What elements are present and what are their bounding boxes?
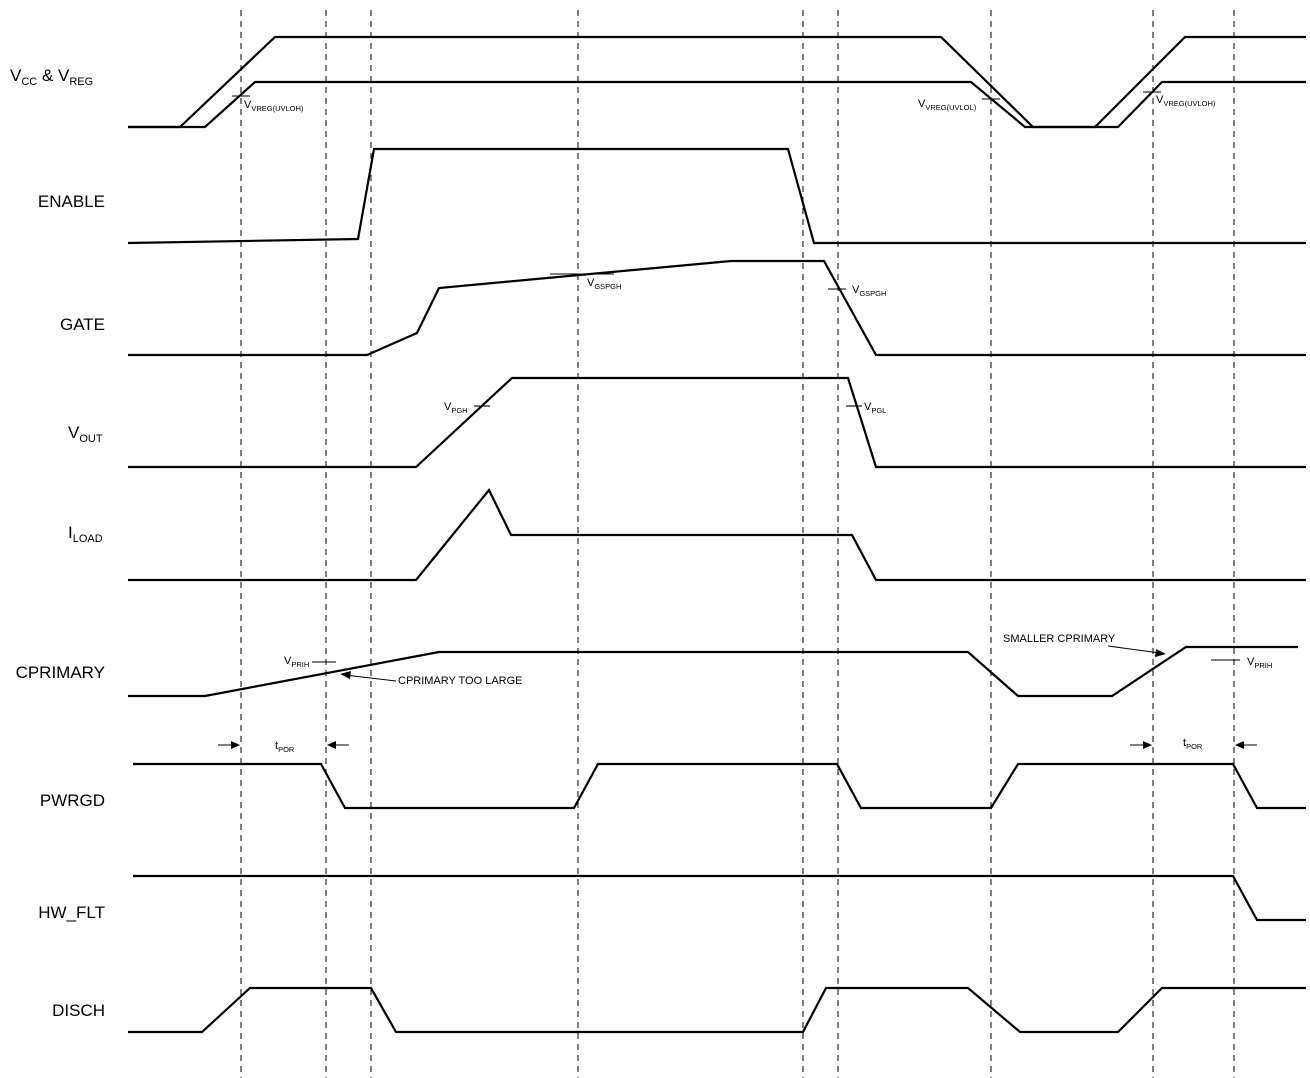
- annotation-vgspgh-1: VGSPGH: [587, 277, 621, 291]
- annotation-vreg-uvloh-2: VVREG(UVLOH): [1156, 94, 1216, 108]
- annotation-vreg-uvloh-1: VVREG(UVLOH): [244, 99, 304, 113]
- annotation-vreg-uvlol: VVREG(UVLOL): [918, 98, 977, 112]
- event-markers: [240, 10, 1235, 1078]
- label-iload: ILOAD: [68, 523, 103, 545]
- arrows: [218, 645, 1257, 749]
- arrowhead: [1235, 741, 1244, 749]
- label-vcc-vreg: VCC & VREG: [10, 66, 93, 88]
- waveform-gate: [128, 259, 1306, 357]
- arrowhead: [340, 671, 351, 679]
- arrowhead: [1155, 649, 1166, 657]
- annotation-vpgh: VPGH: [444, 401, 468, 415]
- waveforms: [127, 35, 1306, 1034]
- waveform-hwflt: [133, 874, 1306, 922]
- annotation-cprimary-too-large: CPRIMARY TOO LARGE: [398, 675, 523, 687]
- label-enable: ENABLE: [38, 192, 105, 211]
- annotation-tpor-2: tPOR: [1183, 737, 1203, 751]
- annotations: VVREG(UVLOH) VVREG(UVLOL) VVREG(UVLOH) V…: [244, 94, 1272, 754]
- label-hwflt: HW_FLT: [38, 903, 105, 922]
- threshold-ticks: [232, 91, 1240, 663]
- waveform-vreg: [128, 80, 1306, 129]
- waveform-vout: [128, 376, 1306, 469]
- arrow-smaller-cprimary: [1107, 645, 1161, 654]
- label-vout: VOUT: [68, 423, 103, 445]
- annotation-vprih-1: VPRIH: [284, 655, 309, 669]
- label-cprimary: CPRIMARY: [16, 663, 105, 682]
- waveform-pwrgd: [133, 762, 1306, 810]
- waveform-vcc: [128, 35, 1306, 129]
- annotation-tpor-1: tPOR: [275, 740, 295, 754]
- waveform-disch: [128, 986, 1306, 1034]
- annotation-vpgl: VPGL: [864, 401, 886, 415]
- annotation-vprih-2: VPRIH: [1247, 656, 1272, 670]
- arrowhead: [1143, 741, 1152, 749]
- arrowhead: [231, 741, 240, 749]
- waveform-enable: [127, 147, 1306, 245]
- annotation-smaller-cprimary: SMALLER CPRIMARY: [1003, 633, 1116, 645]
- arrow-cprimary-too-large: [344, 674, 397, 682]
- waveform-iload: [128, 487, 1306, 582]
- annotation-vgspgh-2: VGSPGH: [852, 284, 886, 298]
- label-gate: GATE: [60, 315, 105, 334]
- waveform-cprimary: [128, 645, 1298, 698]
- arrowhead: [327, 741, 336, 749]
- label-disch: DISCH: [52, 1001, 105, 1020]
- signal-labels: VCC & VREG ENABLE GATE VOUT ILOAD CPRIMA…: [10, 66, 105, 1020]
- label-pwrgd: PWRGD: [40, 791, 105, 810]
